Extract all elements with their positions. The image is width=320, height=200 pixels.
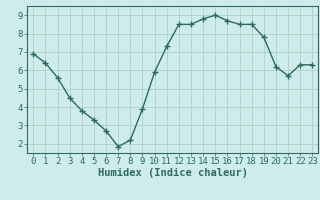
X-axis label: Humidex (Indice chaleur): Humidex (Indice chaleur) — [98, 168, 248, 178]
